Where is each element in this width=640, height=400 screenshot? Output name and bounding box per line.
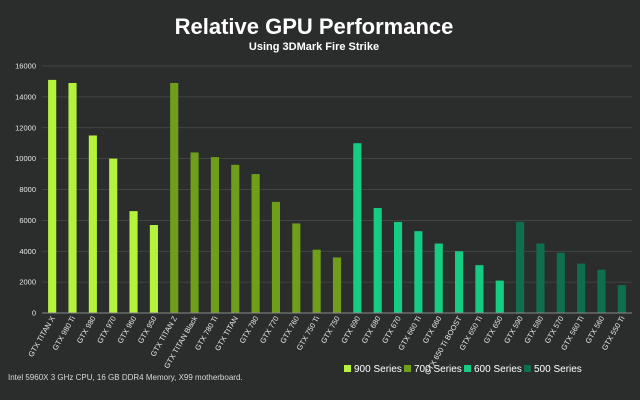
legend-label: 500 Series [534,364,582,375]
bar [48,79,57,313]
bar [495,280,504,313]
bar [251,174,260,313]
bar [68,82,77,313]
y-axis-ticks: 0 2000 4000 6000 8000 10000 12000 14000 16000 [15,62,36,318]
legend-swatch [344,365,351,372]
bar [332,257,342,313]
legend-label: 600 Series [474,364,522,375]
bar [597,269,606,313]
bar [210,157,219,313]
bar [109,158,118,313]
bar [617,285,626,313]
bar [312,249,321,313]
bar [475,265,484,313]
y-tick-label: 10000 [15,154,36,163]
bar [88,135,97,313]
y-tick-label: 6000 [19,216,36,225]
bar [516,221,525,313]
bar [149,225,158,313]
legend-swatch [464,365,471,372]
y-tick-label: 12000 [15,123,36,132]
bars [48,79,626,313]
bar [271,201,281,313]
bar [373,208,382,313]
chart-title: Relative GPU Performance [175,14,454,39]
chart-subtitle: Using 3DMark Fire Strike [249,41,379,53]
bar [577,263,586,313]
bar [414,231,423,313]
bar [536,243,545,313]
y-tick-label: 16000 [15,62,36,71]
y-tick-label: 8000 [19,185,36,194]
y-tick-label: 0 [32,309,36,318]
legend-label: 700 Series [414,364,462,375]
bar [393,221,403,313]
bar [190,152,199,313]
legend-swatch [404,365,411,372]
legend: 900 Series 700 Series 600 Series 500 Series [344,364,582,375]
y-tick-label: 2000 [19,278,36,287]
bar [231,164,240,313]
y-tick-label: 14000 [15,92,36,101]
bar [292,223,301,313]
bar [170,82,179,313]
legend-label: 900 Series [354,364,402,375]
bar [129,211,138,313]
bar [455,251,464,313]
footnote: Intel 5960X 3 GHz CPU, 16 GB DDR4 Memory… [8,373,243,382]
bar [434,243,443,313]
bar [556,252,565,313]
y-tick-label: 4000 [19,247,36,256]
legend-swatch [524,365,531,372]
bar [353,143,362,313]
